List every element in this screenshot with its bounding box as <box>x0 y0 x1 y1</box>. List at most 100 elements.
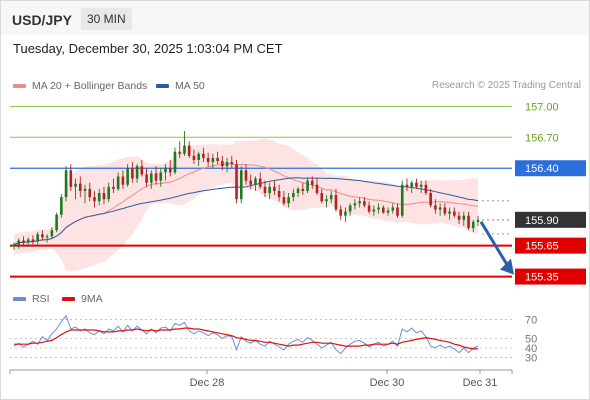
candle <box>344 207 347 222</box>
candle <box>405 178 409 191</box>
candle-body <box>187 145 191 156</box>
candle <box>235 159 238 204</box>
candle-body <box>273 186 276 191</box>
candle-body <box>382 207 385 213</box>
candle <box>202 147 205 163</box>
legend-ma50: MA 50 <box>156 80 205 92</box>
candle-body <box>112 186 115 189</box>
candle-body <box>476 219 480 222</box>
time-tick-label: Dec 30 <box>370 377 405 389</box>
candle-body <box>159 172 163 181</box>
candle-body <box>206 157 210 163</box>
candle <box>315 178 319 196</box>
candle-body <box>329 195 333 200</box>
candle-body <box>36 234 39 242</box>
candle <box>135 164 139 183</box>
candle-body <box>83 188 87 191</box>
candle <box>126 164 129 187</box>
candle-body <box>17 240 21 245</box>
legend-ma50-label: MA 50 <box>175 80 205 92</box>
candle <box>249 174 253 189</box>
candle <box>230 155 234 169</box>
candle <box>22 236 25 246</box>
timeframe-button[interactable]: 30 MIN <box>81 8 132 30</box>
candle <box>221 155 224 171</box>
candle-body <box>22 240 25 243</box>
candle-body <box>415 182 418 187</box>
candle-body <box>424 184 428 193</box>
candle <box>443 203 447 216</box>
legend-rsi: RSI <box>13 293 50 305</box>
candle <box>173 147 177 175</box>
candle-body <box>467 215 470 229</box>
time-tick-label: Dec 31 <box>463 377 498 389</box>
candle <box>31 235 35 245</box>
credit-text: Research © 2025 Trading Central <box>431 80 581 91</box>
candle-body <box>168 168 172 173</box>
candle <box>306 178 309 193</box>
candle-body <box>434 205 437 210</box>
candle-body <box>69 170 73 187</box>
candle <box>453 207 456 218</box>
candle <box>78 176 82 198</box>
candle-body <box>282 197 286 204</box>
candle <box>348 203 352 216</box>
legend-rsi-label: RSI <box>32 293 50 305</box>
candle-body <box>131 168 134 179</box>
support-tag <box>515 237 586 254</box>
legend-ma20-label: MA 20 + Bollinger Bands <box>32 80 148 92</box>
candle-body <box>173 151 177 173</box>
candle <box>268 182 271 200</box>
candle <box>457 211 461 224</box>
candle-body <box>121 176 125 185</box>
header-bar: USD/JPY 30 MIN <box>1 1 589 35</box>
rsi-tick-label: 50 <box>525 334 537 346</box>
rsi-ma-line <box>14 327 478 350</box>
candle-body <box>301 188 305 191</box>
candle-body <box>244 170 248 181</box>
legend-9ma: 9MA <box>62 293 103 305</box>
candle <box>244 164 248 185</box>
candle-body <box>400 184 404 216</box>
candle <box>339 205 342 220</box>
9ma-swatch <box>62 297 75 302</box>
candle-body <box>55 214 58 231</box>
candle-body <box>202 153 205 158</box>
ma20-swatch <box>13 84 26 89</box>
candle <box>145 168 148 187</box>
candle <box>287 193 290 208</box>
candle <box>448 207 451 220</box>
candle <box>353 199 357 210</box>
legend-9ma-label: 9MA <box>81 293 103 305</box>
candle-body <box>216 157 219 162</box>
candle-body <box>45 236 49 238</box>
candle-body <box>140 166 144 175</box>
candle-body <box>41 234 44 238</box>
pivot-label: 156.40 <box>525 163 559 175</box>
candle <box>391 203 395 214</box>
ma50-line <box>13 177 479 246</box>
candle <box>107 182 110 203</box>
candle-body <box>268 186 271 193</box>
candle <box>26 237 30 247</box>
candle-body <box>334 195 338 210</box>
candle <box>74 178 77 200</box>
candle-body <box>410 182 414 187</box>
candle-body <box>116 176 120 189</box>
candle-body <box>225 162 229 167</box>
candlesticks <box>12 131 480 250</box>
candle-body <box>178 151 182 154</box>
candle <box>45 234 49 243</box>
candle <box>88 182 92 202</box>
candle-body <box>443 207 447 214</box>
candle-body <box>145 174 148 183</box>
candle-body <box>26 239 30 243</box>
candle <box>112 178 115 193</box>
candle <box>50 227 54 239</box>
candle-body <box>254 178 257 185</box>
candle-body <box>93 197 96 202</box>
candle-body <box>107 186 110 200</box>
candle-body <box>50 230 54 237</box>
candle-body <box>263 186 267 193</box>
candle <box>296 186 300 198</box>
